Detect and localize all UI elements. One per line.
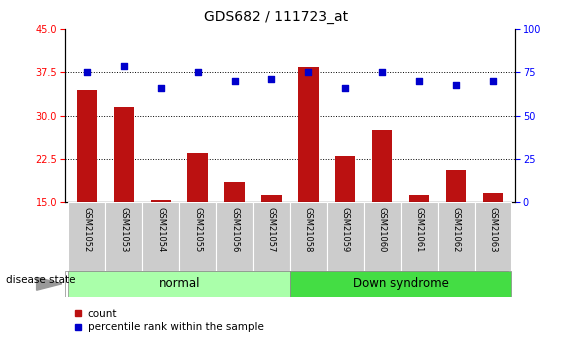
Bar [298,67,319,202]
Point [378,70,387,75]
Text: GSM21052: GSM21052 [82,207,91,252]
Text: GSM21058: GSM21058 [304,207,313,252]
Bar [290,202,327,271]
Polygon shape [37,277,62,290]
Bar [187,153,208,202]
Bar [372,130,392,202]
Text: GSM21053: GSM21053 [119,207,128,252]
Point [156,85,165,91]
Bar [290,271,511,297]
Point [193,70,202,75]
Bar [105,202,142,271]
Text: GSM21056: GSM21056 [230,207,239,252]
Bar [69,271,290,297]
Bar [216,202,253,271]
Bar [437,202,475,271]
Text: normal: normal [158,277,200,290]
Point [82,70,91,75]
Bar [225,182,245,202]
Text: GSM21054: GSM21054 [156,207,165,252]
Point [119,63,128,68]
Point [341,85,350,91]
Point [267,77,276,82]
Bar [253,202,290,271]
Bar [142,202,179,271]
Bar [364,202,401,271]
Text: GSM21059: GSM21059 [341,207,350,252]
Text: disease state: disease state [6,275,75,285]
Point [230,78,239,84]
Text: GDS682 / 111723_at: GDS682 / 111723_at [204,10,348,24]
Text: GSM21060: GSM21060 [378,207,387,252]
Point [452,82,461,87]
Bar [483,193,503,202]
Point [489,78,498,84]
Bar [179,202,216,271]
Legend: count, percentile rank within the sample: count, percentile rank within the sample [70,305,267,336]
Text: Down syndrome: Down syndrome [353,277,449,290]
Bar [69,202,105,271]
Bar [475,202,511,271]
Text: GSM21057: GSM21057 [267,207,276,252]
Bar [77,90,97,202]
Point [304,70,313,75]
Text: GSM21062: GSM21062 [452,207,461,252]
Text: GSM21055: GSM21055 [193,207,202,252]
Bar [401,202,437,271]
Bar [409,195,430,202]
Bar [150,200,171,202]
Bar [261,195,282,202]
Bar [335,156,355,202]
Bar [327,202,364,271]
Text: GSM21063: GSM21063 [489,207,498,252]
Bar [446,170,466,202]
Text: GSM21061: GSM21061 [415,207,424,252]
Bar [114,107,134,202]
Point [415,78,424,84]
